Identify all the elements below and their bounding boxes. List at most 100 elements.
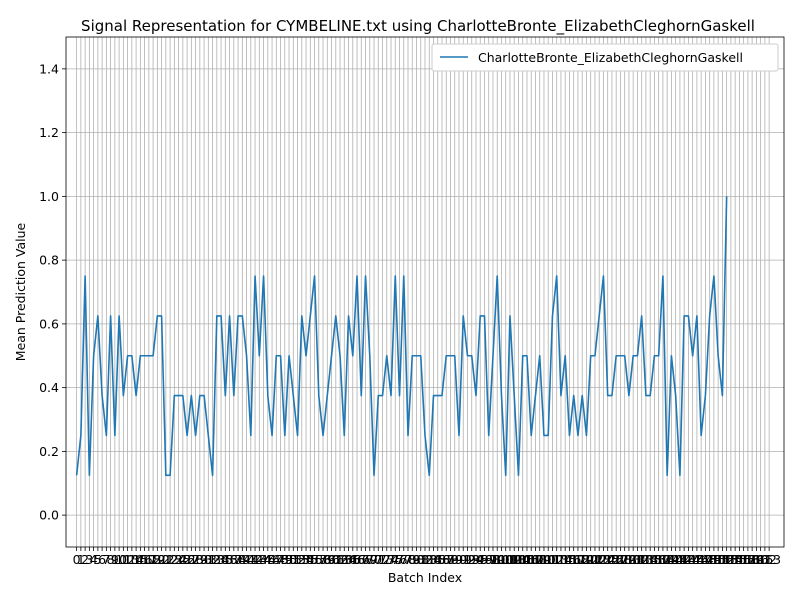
x-tick-label: 149 [698,552,722,567]
x-tick-label: 145 [681,552,705,567]
legend-series-label: CharlotteBronte_ElizabethCleghornGaskell [478,50,743,65]
x-tick-label: 82 [417,552,433,567]
x-tick-label: 35 [217,552,233,567]
x-tick-label: 54 [298,552,314,567]
x-tick-label: 141 [664,552,688,567]
x-tick-label: 37 [226,552,242,567]
grid-lines [66,37,784,547]
x-tick-label: 109 [528,552,552,567]
x-tick-label: 74 [383,552,399,567]
x-tick-label: 1 [77,552,85,567]
legend: CharlotteBronte_ElizabethCleghornGaskell [431,43,779,72]
x-tick-label: 6 [98,552,106,567]
x-tick-label: 21 [158,552,174,567]
x-tick-label: 117 [562,552,586,567]
x-tick-label: 143 [672,552,696,567]
x-tick-label: 73 [379,552,395,567]
x-tick-label: 158 [736,552,760,567]
x-tick-label: 95 [472,552,488,567]
x-tick-label: 68 [358,552,374,567]
x-tick-label: 9 [111,552,119,567]
x-tick-label: 71 [370,552,386,567]
x-tick-label: 86 [434,552,450,567]
y-tick-label: 0.0 [39,508,59,523]
x-tick-label: 45 [260,552,276,567]
y-tick-label: 1.4 [39,61,59,76]
x-tick-label: 50 [281,552,297,567]
x-tick-label: 89 [447,552,463,567]
x-tick-label: 84 [426,552,442,567]
x-tick-label: 120 [575,552,599,567]
x-tick-label: 131 [621,552,645,567]
series-line [75,196,728,477]
x-tick-label: 7 [102,552,110,567]
x-tick-label: 15 [132,552,148,567]
x-tick-label: 132 [625,552,649,567]
x-tick-label: 43 [251,552,267,567]
x-tick-label: 66 [349,552,365,567]
series-layer [75,196,728,477]
x-tick-label: 67 [353,552,369,567]
x-tick-label: 161 [749,552,773,567]
x-tick-label: 40 [239,552,255,567]
x-tick-label: 162 [753,552,777,567]
x-tick-label: 121 [579,552,603,567]
x-tick-label: 31 [200,552,216,567]
x-tick-label: 63 [336,552,352,567]
x-tick-label: 49 [277,552,293,567]
x-tick-label: 103 [502,552,526,567]
x-tick-label: 13 [124,552,140,567]
x-tick-label: 102 [498,552,522,567]
x-tick-label: 128 [609,552,633,567]
y-tick-label: 0.2 [39,444,59,459]
x-tick-label: 34 [213,552,229,567]
x-tick-label: 142 [668,552,692,567]
x-tick-label: 101 [494,552,518,567]
x-tick-label: 79 [404,552,420,567]
x-tick-label: 10 [111,552,127,567]
x-tick-label: 39 [234,552,250,567]
x-tick-label: 72 [375,552,391,567]
x-tick-label: 8 [107,552,115,567]
x-tick-label: 14 [128,552,144,567]
x-tick-label: 154 [719,552,743,567]
x-tick-label: 77 [396,552,412,567]
x-tick-label: 80 [409,552,425,567]
y-tick-label: 1.0 [39,189,59,204]
x-tick-label: 61 [328,552,344,567]
x-tick-label: 22 [162,552,178,567]
x-tick-label: 160 [744,552,768,567]
x-tick-label: 26 [179,552,195,567]
x-tick-label: 104 [507,552,531,567]
y-tick-label: 0.4 [39,380,59,395]
x-tick-label: 85 [430,552,446,567]
y-tick-label: 1.2 [39,125,59,140]
x-tick-label: 93 [464,552,480,567]
x-tick-label: 83 [421,552,437,567]
x-tick-label: 33 [209,552,225,567]
x-tick-label: 75 [387,552,403,567]
x-tick-label: 144 [676,552,700,567]
x-tick-label: 118 [566,552,590,567]
x-tick-label: 137 [647,552,671,567]
x-tick-label: 113 [545,552,569,567]
x-tick-label: 41 [243,552,259,567]
x-tick-label: 57 [311,552,327,567]
x-tick-label: 115 [553,552,577,567]
x-tick-label: 18 [145,552,161,567]
x-axis-ticks: 0123456789101112131415161718192021222324… [73,547,781,567]
x-tick-label: 152 [710,552,734,567]
x-tick-label: 5 [94,552,102,567]
x-tick-label: 56 [307,552,323,567]
x-tick-label: 59 [319,552,335,567]
x-tick-label: 155 [723,552,747,567]
x-axis-label: Batch Index [388,570,462,585]
y-tick-label: 0.8 [39,253,59,268]
x-tick-label: 42 [247,552,263,567]
x-tick-label: 78 [400,552,416,567]
x-tick-label: 16 [137,552,153,567]
x-tick-label: 27 [183,552,199,567]
x-tick-label: 94 [468,552,484,567]
x-tick-label: 114 [549,552,573,567]
